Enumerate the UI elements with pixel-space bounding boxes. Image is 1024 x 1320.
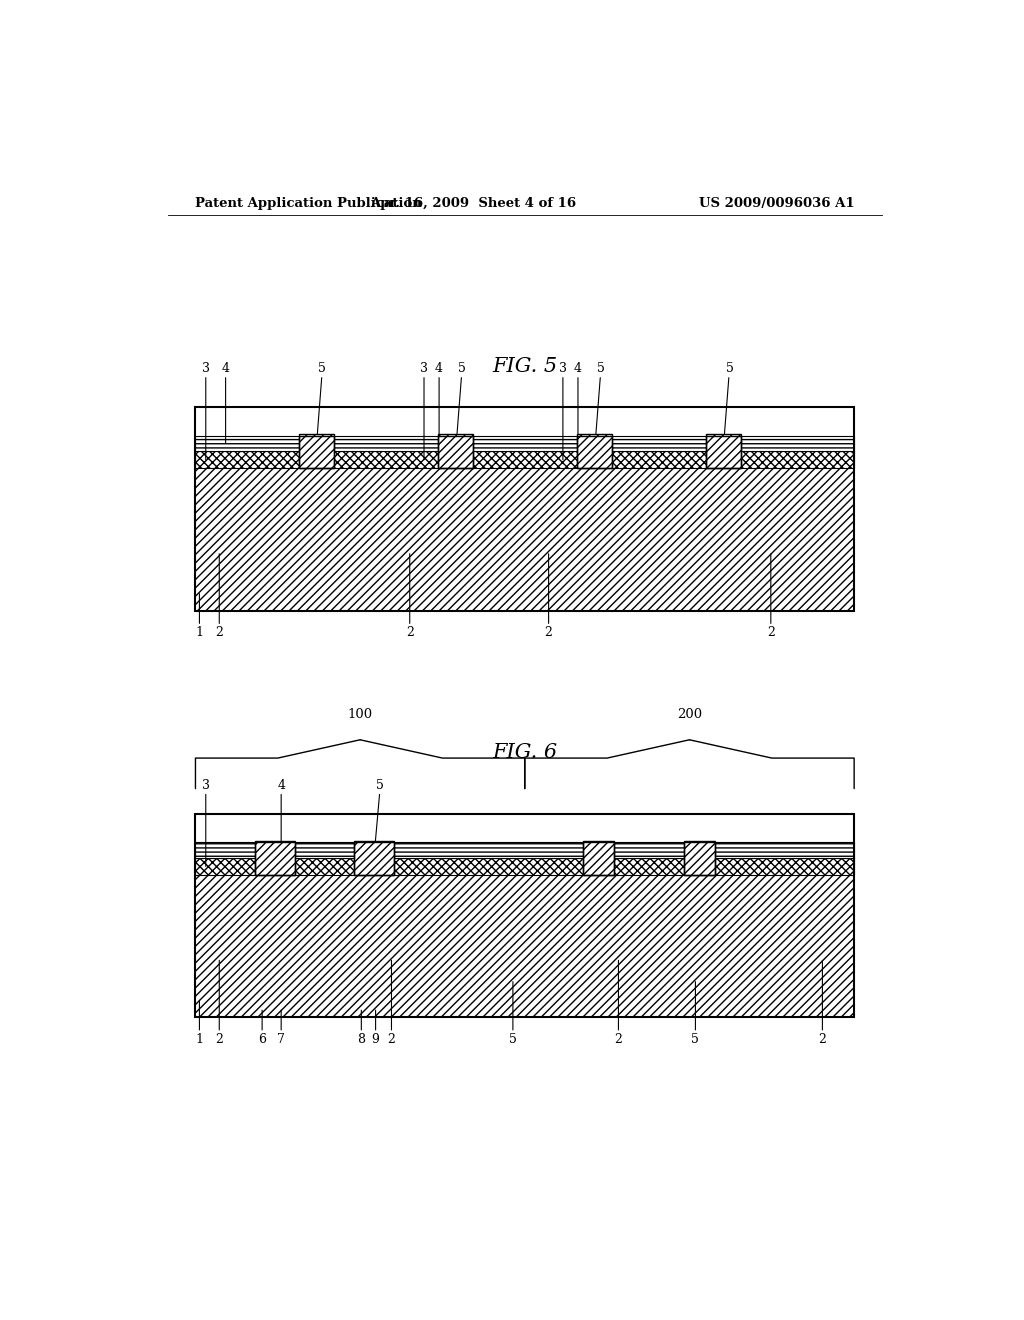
Bar [255,841,295,875]
Text: 8: 8 [357,1010,366,1045]
Text: 2: 2 [614,961,623,1045]
Text: 4: 4 [221,362,229,444]
Bar [438,436,473,469]
Text: 2: 2 [818,961,826,1045]
Bar [354,842,394,875]
Text: 4: 4 [435,362,443,444]
Bar [583,842,614,875]
Bar [354,841,394,875]
Text: 9: 9 [372,1010,380,1045]
Bar [255,842,295,875]
Text: 3: 3 [202,779,210,866]
Bar [438,434,473,469]
Text: 5: 5 [723,362,733,450]
Bar [579,438,610,466]
Text: 100: 100 [347,709,373,722]
Bar [706,434,740,469]
Text: 5: 5 [316,362,327,450]
Text: 5: 5 [691,982,699,1045]
Bar [196,436,854,451]
Bar [578,434,612,469]
Text: Patent Application Publication: Patent Application Publication [196,197,422,210]
Text: 3: 3 [420,362,428,459]
Bar [684,841,715,875]
Text: 2: 2 [406,554,414,639]
Text: FIG. 5: FIG. 5 [493,358,557,376]
Text: 1: 1 [196,1001,204,1045]
Text: 5: 5 [456,362,466,450]
Text: 3: 3 [202,362,210,459]
Bar [196,814,854,1018]
Text: 3: 3 [559,362,567,459]
Bar [585,845,613,873]
Text: 5: 5 [509,982,517,1045]
Bar [196,858,854,875]
Bar [440,438,472,466]
Text: US 2009/0096036 A1: US 2009/0096036 A1 [699,197,855,210]
Bar [300,438,332,466]
Text: 1: 1 [196,594,204,639]
Text: 5: 5 [595,362,605,450]
Bar [706,436,740,469]
Bar [299,436,334,469]
Bar [684,842,715,875]
Text: FIG. 6: FIG. 6 [493,743,557,763]
Bar [196,469,854,611]
Text: 2: 2 [215,961,223,1045]
Bar [196,875,854,1018]
Text: 4: 4 [574,362,582,444]
Bar [196,451,854,469]
Text: 7: 7 [278,1010,285,1045]
Text: 2: 2 [215,554,223,639]
Text: Apr. 16, 2009  Sheet 4 of 16: Apr. 16, 2009 Sheet 4 of 16 [370,197,577,210]
Bar [196,842,854,858]
Bar [708,438,739,466]
Bar [685,845,714,873]
Text: 6: 6 [258,1010,266,1045]
Bar [355,845,392,873]
Bar [299,434,334,469]
Text: 5: 5 [374,779,384,857]
Bar [196,408,854,611]
Text: 2: 2 [387,961,395,1045]
Text: 2: 2 [545,554,553,639]
Text: 4: 4 [278,779,285,850]
Bar [257,845,293,873]
Bar [583,841,614,875]
Bar [578,436,612,469]
Text: 2: 2 [767,554,775,639]
Text: 200: 200 [677,709,702,722]
